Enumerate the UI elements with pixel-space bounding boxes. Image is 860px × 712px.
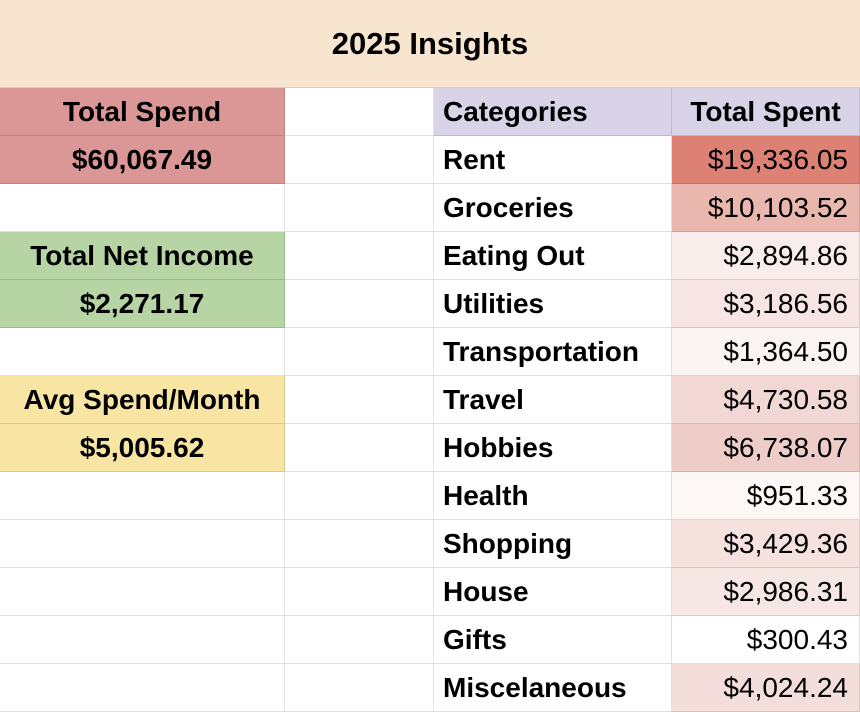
summary-total-spend-value-cell[interactable]: $60,067.49 xyxy=(0,136,285,184)
empty-cell[interactable] xyxy=(0,328,285,376)
spacer-cell[interactable] xyxy=(285,136,434,184)
category-cell-rent[interactable]: Rent xyxy=(434,136,672,184)
category-cell-health[interactable]: Health xyxy=(434,472,672,520)
summary-net-income-value-cell[interactable]: $2,271.17 xyxy=(0,280,285,328)
categories-header-cell[interactable]: Categories xyxy=(434,88,672,136)
summary-avg-spend-value-cell[interactable]: $5,005.62 xyxy=(0,424,285,472)
category-cell-travel[interactable]: Travel xyxy=(434,376,672,424)
empty-cell[interactable] xyxy=(0,520,285,568)
category-cell-utilities[interactable]: Utilities xyxy=(434,280,672,328)
spacer-cell[interactable] xyxy=(285,616,434,664)
summary-total-spend-label-cell[interactable]: Total Spend xyxy=(0,88,285,136)
amount-cell-groceries[interactable]: $10,103.52 xyxy=(672,184,860,232)
amount-cell-utilities[interactable]: $3,186.56 xyxy=(672,280,860,328)
amount-cell-miscelaneous[interactable]: $4,024.24 xyxy=(672,664,860,712)
empty-cell[interactable] xyxy=(0,616,285,664)
spacer-cell[interactable] xyxy=(285,232,434,280)
category-cell-hobbies[interactable]: Hobbies xyxy=(434,424,672,472)
spacer-cell[interactable] xyxy=(285,88,434,136)
amount-cell-eating-out[interactable]: $2,894.86 xyxy=(672,232,860,280)
summary-avg-spend-label-cell[interactable]: Avg Spend/Month xyxy=(0,376,285,424)
amount-cell-rent[interactable]: $19,336.05 xyxy=(672,136,860,184)
amount-cell-travel[interactable]: $4,730.58 xyxy=(672,376,860,424)
amount-cell-transportation[interactable]: $1,364.50 xyxy=(672,328,860,376)
spacer-cell[interactable] xyxy=(285,424,434,472)
category-cell-groceries[interactable]: Groceries xyxy=(434,184,672,232)
spacer-cell[interactable] xyxy=(285,520,434,568)
empty-cell[interactable] xyxy=(0,184,285,232)
amount-cell-gifts[interactable]: $300.43 xyxy=(672,616,860,664)
category-cell-miscelaneous[interactable]: Miscelaneous xyxy=(434,664,672,712)
amount-cell-house[interactable]: $2,986.31 xyxy=(672,568,860,616)
total-spent-header-cell[interactable]: Total Spent xyxy=(672,88,860,136)
spacer-cell[interactable] xyxy=(285,184,434,232)
amount-cell-health[interactable]: $951.33 xyxy=(672,472,860,520)
summary-net-income-label-cell[interactable]: Total Net Income xyxy=(0,232,285,280)
spacer-cell[interactable] xyxy=(285,328,434,376)
spacer-cell[interactable] xyxy=(285,664,434,712)
spacer-cell[interactable] xyxy=(285,280,434,328)
category-cell-transportation[interactable]: Transportation xyxy=(434,328,672,376)
spacer-cell[interactable] xyxy=(285,376,434,424)
empty-cell[interactable] xyxy=(0,472,285,520)
title-cell[interactable]: 2025 Insights xyxy=(0,0,860,88)
amount-cell-hobbies[interactable]: $6,738.07 xyxy=(672,424,860,472)
category-cell-eating-out[interactable]: Eating Out xyxy=(434,232,672,280)
empty-cell[interactable] xyxy=(0,664,285,712)
empty-cell[interactable] xyxy=(0,568,285,616)
category-cell-house[interactable]: House xyxy=(434,568,672,616)
spacer-cell[interactable] xyxy=(285,568,434,616)
amount-cell-shopping[interactable]: $3,429.36 xyxy=(672,520,860,568)
category-cell-shopping[interactable]: Shopping xyxy=(434,520,672,568)
spacer-cell[interactable] xyxy=(285,472,434,520)
category-cell-gifts[interactable]: Gifts xyxy=(434,616,672,664)
